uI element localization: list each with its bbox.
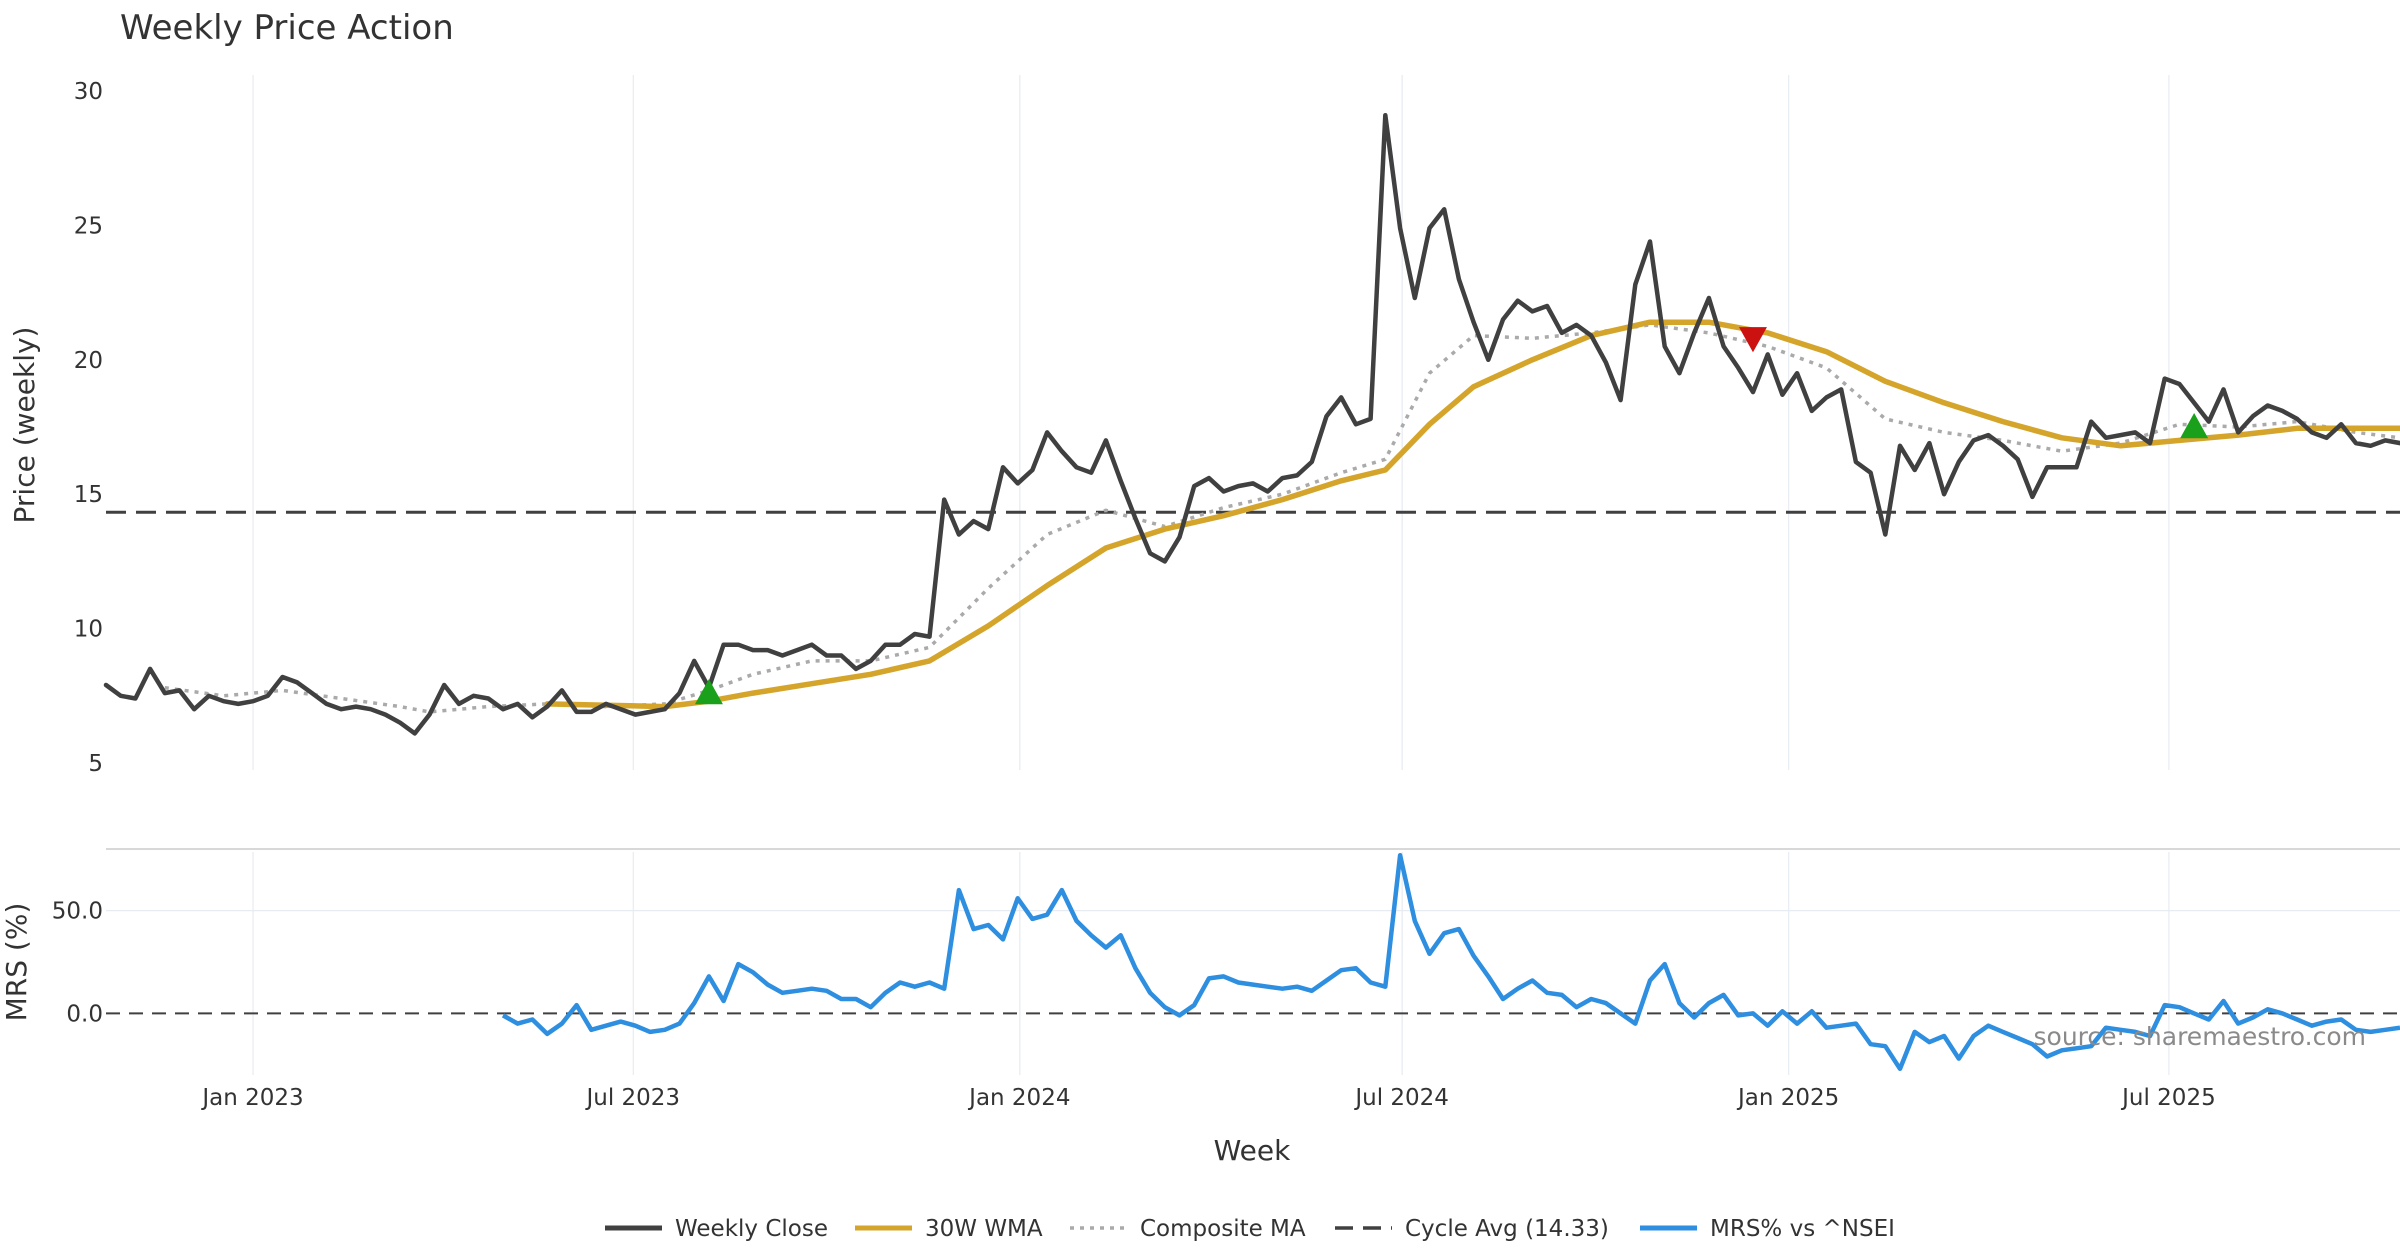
- x-tick-jul-2024: Jul 2024: [1353, 1085, 1449, 1111]
- x-tick-jul-2023: Jul 2023: [584, 1085, 680, 1111]
- legend-label-30w-wma: 30W WMA: [925, 1216, 1043, 1242]
- buy-signal-marker-0: [694, 679, 723, 705]
- legend: Weekly Close 30W WMA Composite MA Cycle Avg…: [605, 1216, 1895, 1242]
- price-y-tick-30: 30: [74, 79, 103, 105]
- price-panel-grid: [252, 75, 2170, 770]
- chart-title: Weekly Price Action: [120, 8, 454, 48]
- mrs-y-ticks: 0.0 50.0: [52, 899, 103, 1028]
- series-composite-ma: [164, 323, 2400, 714]
- price-y-tick-20: 20: [74, 348, 103, 374]
- legend-label-composite-ma: Composite MA: [1140, 1216, 1306, 1242]
- x-tick-jul-2025: Jul 2025: [2120, 1085, 2216, 1111]
- source-credit: source: sharemaestro.com: [2034, 1022, 2367, 1051]
- buy-signal-marker-2: [2180, 413, 2209, 439]
- price-y-tick-15: 15: [74, 482, 103, 508]
- legend-label-weekly-close: Weekly Close: [675, 1216, 828, 1242]
- y-axis-label-mrs: MRS (%): [0, 903, 33, 1022]
- mrs-series: [501, 852, 2400, 1072]
- series-mrs-vs-nsei: [501, 852, 2400, 1072]
- x-tick-jan-2025: Jan 2025: [1736, 1085, 1839, 1111]
- x-tick-jan-2023: Jan 2023: [200, 1085, 303, 1111]
- sell-signal-marker-1: [1738, 327, 1767, 353]
- price-y-tick-25: 25: [74, 213, 103, 239]
- x-ticks: Jan 2023 Jul 2023 Jan 2024 Jul 2024 Jan 2025…: [200, 1085, 2215, 1111]
- price-y-tick-5: 5: [88, 751, 103, 777]
- mrs-panel-grid: [106, 852, 2400, 1075]
- price-y-tick-10: 10: [74, 617, 103, 643]
- price-series: [103, 112, 2400, 736]
- price-y-ticks: 5 10 15 20 25 30: [74, 79, 103, 777]
- x-axis-label: Week: [1214, 1134, 1291, 1167]
- signal-markers: [694, 327, 2209, 705]
- series-weekly-close: [103, 112, 2400, 736]
- legend-label-mrs-vs-nsei: MRS% vs ^NSEI: [1710, 1216, 1895, 1242]
- mrs-y-tick-1: 50.0: [52, 899, 103, 925]
- legend-label-cycle-avg-14-33: Cycle Avg (14.33): [1405, 1216, 1609, 1242]
- series-30w-wma: [544, 319, 2400, 710]
- mrs-y-tick-0: 0.0: [66, 1001, 103, 1027]
- y-axis-label-price: Price (weekly): [8, 327, 41, 524]
- x-tick-jan-2024: Jan 2024: [967, 1085, 1070, 1111]
